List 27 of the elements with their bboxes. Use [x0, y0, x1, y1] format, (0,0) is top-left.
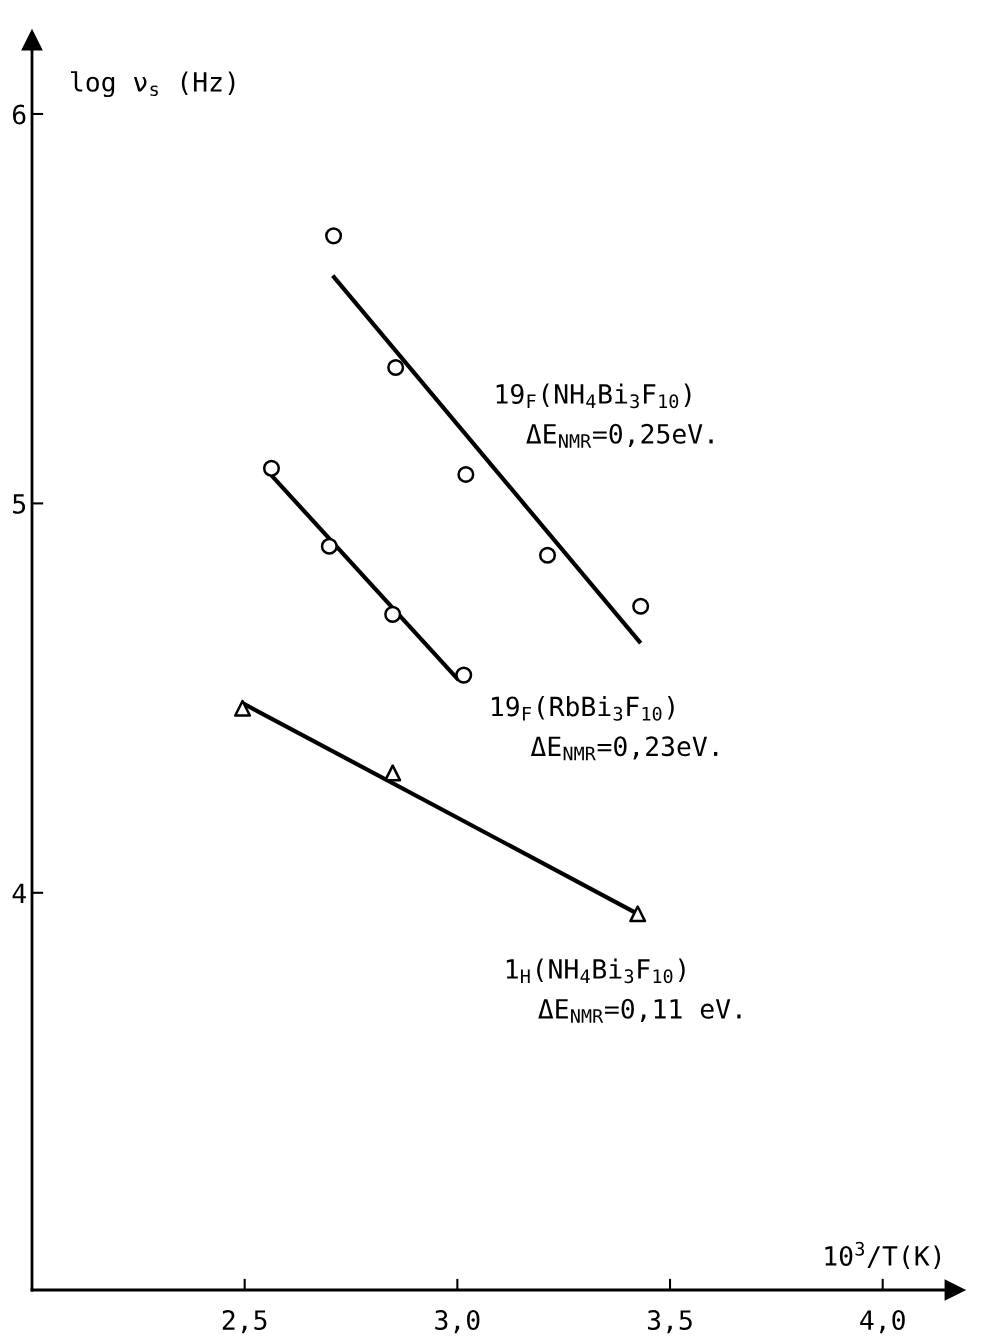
point — [384, 605, 402, 623]
x-axis-title: 10$^{3}$/T(K) — [825, 1241, 941, 1270]
annotation: ΔE$_{NMR}$=0,11 eV. — [538, 998, 741, 1023]
annotation: ΔE$_{NMR}$=0,23eV. — [530, 736, 718, 761]
point — [629, 905, 647, 923]
point — [538, 546, 557, 564]
x-tick-label: 3,0 — [435, 1310, 480, 1334]
y-tick-label: 4 — [12, 883, 26, 903]
text: log ν$_{s}$ (Hz) — [70, 71, 235, 98]
x-tick-label: 4,0 — [860, 1310, 905, 1334]
point — [457, 466, 475, 484]
point — [262, 459, 280, 477]
text: 1$_{H}$(NH$_{4}$Bi$_{3}$F$_{10}$) — [506, 958, 685, 984]
point — [325, 227, 343, 245]
annotation: 19$_{F}$(RbBi$_{3}$F$_{10}$) — [492, 696, 674, 721]
point — [234, 699, 252, 717]
y-tick-label: 6 — [12, 104, 26, 125]
point — [455, 666, 473, 684]
point — [632, 597, 650, 615]
y-tick-label: 5 — [13, 494, 26, 514]
point — [387, 358, 405, 377]
annotation: ΔE$_{NMR}$=0,25eV. — [526, 423, 713, 448]
point — [384, 764, 402, 782]
x-tick-label: 2,5 — [222, 1310, 267, 1334]
x-tick-label: 3,5 — [647, 1310, 692, 1334]
text: 19$_{F}$(NH$_{4}$Bi$_{3}$F$_{10}$) — [496, 383, 691, 409]
point — [320, 537, 338, 555]
